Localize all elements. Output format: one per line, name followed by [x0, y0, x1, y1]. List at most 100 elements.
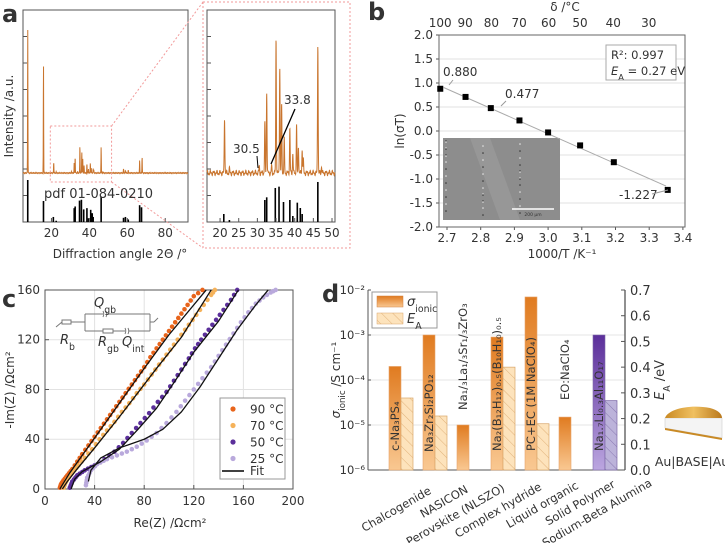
data-point — [212, 287, 218, 293]
material-label: Na₃Zr₂Si₂PO₁₂ — [422, 374, 436, 452]
fit-line — [70, 289, 239, 490]
legend-label-sigma-part: σ — [407, 295, 416, 310]
sem-particle — [519, 191, 521, 193]
data-point — [109, 454, 115, 460]
annotation-leader — [256, 155, 259, 169]
resistor-rb — [61, 319, 72, 325]
sem-particle — [482, 214, 484, 216]
data-point — [516, 117, 523, 124]
sem-particle — [482, 201, 484, 203]
left-axis-label-part: /S cm⁻¹ — [329, 342, 343, 391]
x-tick-label: 0 — [41, 494, 49, 508]
circuit-label-qint-part: Q — [122, 335, 132, 350]
sem-particle — [482, 145, 484, 147]
x-tick-label: 20 — [44, 226, 59, 240]
left-tick-label: 10⁻⁴ — [340, 373, 366, 387]
circuit-label-rb-part: b — [69, 342, 75, 353]
y-tick-label: -0.5 — [410, 148, 433, 162]
x-tick-label: 40 — [287, 226, 302, 240]
material-label: EO:NaClO₄ — [558, 339, 572, 400]
panel-label-c: c — [2, 285, 16, 313]
right-tick-label: 0.4 — [630, 361, 651, 376]
left-axis-label-part: σ — [329, 410, 343, 418]
right-axis-label-part: /eV — [653, 360, 668, 386]
fit-line — [443, 87, 667, 187]
data-point — [119, 451, 125, 456]
x-tick-label: 3.1 — [572, 231, 591, 245]
equivalent-circuit — [55, 310, 159, 335]
series-2 — [67, 287, 240, 491]
x-axis-label: Re(Z) /Ωcm² — [134, 516, 207, 530]
sem-particle — [445, 189, 447, 191]
right-tick-label: 0.3 — [630, 387, 651, 402]
material-label: PC+EC (1M NaClO₄) — [524, 337, 538, 451]
right-axis-label-part: E — [653, 391, 668, 400]
sem-particle — [519, 143, 521, 145]
data-point — [114, 453, 120, 458]
wire — [153, 317, 159, 323]
cpe-qint — [124, 327, 130, 335]
sem-particle — [445, 148, 447, 150]
y-tick-label: 0.0 — [414, 124, 433, 138]
legend-label-ea-part: A — [415, 321, 422, 332]
sem-particle — [445, 196, 447, 198]
x-tick-label: 25 — [231, 226, 246, 240]
circuit-label-rgb-part: R — [98, 335, 107, 350]
material-label: c-Na₃PS₄ — [388, 401, 402, 451]
point-label: 0.880 — [443, 65, 477, 79]
top-tick-label: 60 — [541, 16, 556, 30]
label-leader — [651, 189, 669, 195]
legend-marker — [230, 422, 236, 429]
left-tick-label: 10⁻⁶ — [340, 463, 366, 477]
legend-label: 90 °C — [250, 403, 283, 417]
material-label: Na₁/₃La₁/₃Sr₁/₃ZrO₃ — [456, 303, 470, 410]
circuit-label-qgb-part: Q — [94, 296, 104, 311]
x-tick-label: 80 — [158, 226, 173, 240]
axes-frame — [206, 9, 336, 223]
legend-swatch-ea-hatch — [377, 313, 403, 324]
sem-particle — [482, 166, 484, 168]
data-point — [134, 444, 140, 450]
gold-electrode-top — [665, 406, 722, 418]
circuit-label-rgb-part: gb — [107, 344, 119, 355]
sem-particle — [445, 203, 447, 205]
data-point — [545, 129, 552, 136]
circuit-label-qgb-part: gb — [104, 305, 116, 316]
data-point — [191, 387, 197, 392]
activation-energy-label: EA = 0.27 eV — [611, 64, 685, 82]
left-tick-label: 10⁻³ — [340, 328, 366, 342]
top-tick-label: 30 — [641, 16, 656, 30]
data-point — [182, 306, 187, 312]
x-tick-label: 35 — [268, 226, 283, 240]
panel-d-conductivity-bars: 10⁻⁶ 10⁻⁵ 10⁻⁴ 10⁻³ 10⁻² 0.0 0.1 0.2 0.3 0.4 0.5 0.… — [329, 283, 725, 543]
top-tick-label: 100 — [429, 16, 452, 30]
sem-particle — [445, 161, 447, 163]
x-tick-label: 160 — [232, 494, 255, 508]
top-tick-label: 90 — [457, 16, 472, 30]
fit-line — [87, 289, 269, 482]
ea-bar-hatch — [605, 400, 617, 470]
data-point — [151, 405, 156, 410]
panel-c-nyquist: 0 40 80 120 160 200 0 40 80 120 160 90 °C 70 °C 50 °C… — [3, 283, 304, 530]
top-tick-label: 70 — [512, 16, 527, 30]
data-point — [166, 328, 172, 334]
legend-label-sigma-part: ionic — [415, 304, 437, 315]
y-tick-label: 120 — [17, 333, 40, 347]
top-tick-label: 50 — [572, 16, 587, 30]
sigma-bar — [558, 416, 572, 471]
data-point — [174, 409, 179, 415]
x-tick-label: 20 — [212, 226, 227, 240]
data-point — [129, 446, 135, 452]
data-point — [200, 287, 205, 293]
zoom-connector — [111, 1, 204, 127]
data-point — [200, 375, 205, 381]
sem-particle — [445, 155, 447, 157]
x-tick-label: 45 — [306, 226, 321, 240]
circuit-label-qint-part: int — [132, 344, 145, 355]
data-point — [182, 398, 188, 403]
cpe-qgb — [102, 310, 108, 318]
data-point — [124, 449, 130, 454]
data-point — [185, 302, 190, 308]
x-tick-label: 60 — [120, 226, 135, 240]
data-point — [206, 327, 211, 333]
